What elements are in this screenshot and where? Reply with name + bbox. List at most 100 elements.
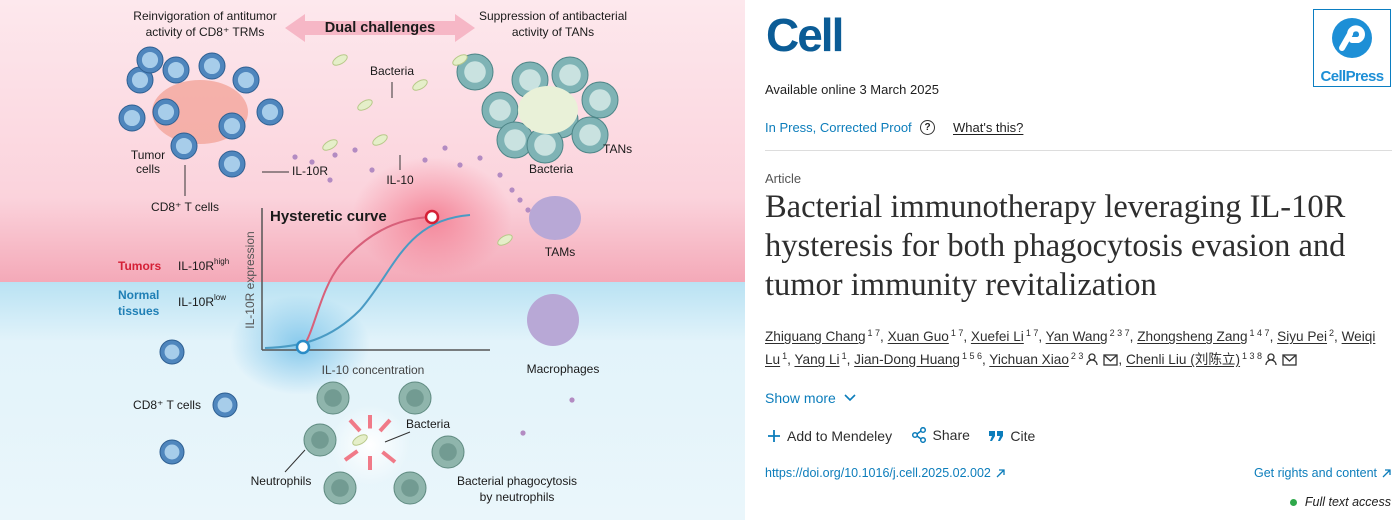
nucleus <box>579 124 601 146</box>
il10 <box>477 155 483 161</box>
il10 <box>422 157 428 163</box>
contact-icons[interactable] <box>1086 353 1119 366</box>
il10 <box>517 197 523 203</box>
publisher-logo[interactable]: CellPress <box>1313 9 1391 87</box>
il10 <box>309 159 315 165</box>
il10 <box>509 187 515 193</box>
nucleus <box>401 479 419 497</box>
affiliations: 2 3 7 <box>1109 328 1130 338</box>
nucleus <box>164 444 180 460</box>
divider <box>765 150 1392 151</box>
separator: , <box>963 329 968 344</box>
doi-link[interactable]: https://doi.org/10.1016/j.cell.2025.02.0… <box>765 466 1005 480</box>
author-name[interactable]: Xuefei Li <box>970 329 1024 344</box>
author-name[interactable]: Weiqi Lu <box>765 329 1376 367</box>
label: TANs <box>603 142 632 156</box>
marker-label: IL-10Rhigh <box>178 257 229 273</box>
label: CD8⁺ T cells <box>133 398 201 412</box>
author-name[interactable]: Zhiguang Chang <box>765 329 866 344</box>
dual-label: Dual challenges <box>325 20 435 36</box>
author: Yan Wang 2 3 7, <box>1045 328 1134 345</box>
macrophage <box>529 196 581 240</box>
contact-icons[interactable] <box>1265 353 1297 366</box>
author-name[interactable]: Yichuan Xiao <box>989 352 1069 367</box>
nucleus <box>559 64 581 86</box>
author-list: Zhiguang Chang 1 7, Xuan Guo 1 7, Xuefei L… <box>765 325 1395 371</box>
author-name[interactable]: Zhongsheng Zang <box>1137 329 1248 344</box>
separator: , <box>880 329 884 344</box>
affiliations: 2 <box>1329 328 1335 338</box>
affiliations: 1 4 7 <box>1249 328 1270 338</box>
nucleus <box>331 479 349 497</box>
curve <box>302 216 433 348</box>
separator: , <box>981 352 986 367</box>
action-label: Add to Mendeley <box>787 428 893 444</box>
label: cells <box>136 162 160 176</box>
il10 <box>520 430 526 436</box>
label: Macrophages <box>527 362 600 376</box>
status-link[interactable]: In Press, Corrected Proof <box>765 120 912 135</box>
help-icon[interactable]: ? <box>920 120 935 135</box>
author-name[interactable]: Jian-Dong Huang <box>854 352 960 367</box>
publisher-name: CellPress <box>1320 68 1385 85</box>
availability: Available online 3 March 2025 <box>765 82 939 97</box>
glow <box>330 405 410 485</box>
author-name[interactable]: Yang Li <box>794 352 840 367</box>
nucleus <box>223 117 241 135</box>
author-name[interactable]: Yan Wang <box>1045 329 1108 344</box>
author-name[interactable]: Xuan Guo <box>887 329 949 344</box>
double-arrow <box>285 14 475 42</box>
arrow <box>381 450 397 464</box>
access-status: Full text access <box>1289 495 1391 509</box>
pointer <box>384 431 411 443</box>
nucleus <box>589 89 611 111</box>
label: activity of CD8⁺ TRMs <box>146 25 265 39</box>
author: Siyu Pei 2, <box>1277 328 1338 345</box>
nucleus <box>534 134 556 156</box>
affiliations: 1 7 <box>1025 328 1039 338</box>
label: Tumor <box>131 148 165 162</box>
nucleus <box>175 137 193 155</box>
separator: , <box>1334 329 1338 344</box>
curve-title: Hysteretic curve <box>270 208 387 225</box>
cite-action[interactable]: Cite <box>988 428 1035 444</box>
separator: , <box>846 352 851 367</box>
nucleus <box>217 397 233 413</box>
mendeley-action[interactable]: Add to Mendeley <box>767 428 892 444</box>
show-more[interactable]: Show more <box>765 390 856 406</box>
label: Bacterial phagocytosis <box>457 474 577 488</box>
author: Chenli Liu (刘陈立) 1 3 8 <box>1126 352 1297 367</box>
whats-this-link[interactable]: What's this? <box>953 120 1024 135</box>
bacterium <box>322 139 338 151</box>
journal-logo[interactable]: Cell <box>766 9 844 61</box>
author-name[interactable]: Siyu Pei <box>1277 329 1328 344</box>
separator: , <box>1118 352 1123 367</box>
nucleus <box>167 61 185 79</box>
il10 <box>369 167 375 173</box>
cite-icon <box>989 431 1004 441</box>
zone-label: tissues <box>118 304 160 318</box>
marker-sup: low <box>214 293 226 302</box>
bacterium <box>412 79 428 91</box>
label: by neutrophils <box>480 490 555 504</box>
marker-sup: high <box>214 257 229 266</box>
nucleus <box>164 344 180 360</box>
label: Neutrophils <box>251 474 312 488</box>
il10 <box>352 147 358 153</box>
il10 <box>457 162 463 168</box>
nucleus <box>464 61 486 83</box>
il10 <box>327 177 333 183</box>
nucleus <box>223 155 241 173</box>
nucleus <box>237 71 255 89</box>
nucleus <box>141 51 159 69</box>
share-action[interactable]: Share <box>911 427 970 443</box>
affiliations: 2 3 <box>1070 351 1084 361</box>
show-more-label: Show more <box>765 390 836 406</box>
author-name[interactable]: Chenli Liu (刘陈立) <box>1125 352 1241 367</box>
bacterium <box>352 434 368 446</box>
graphical-abstract: Dual challenges Reinvigoration of antitu… <box>0 0 745 520</box>
author: Xuan Guo 1 7, <box>887 329 968 345</box>
marker-base: IL-10R <box>178 295 214 309</box>
rights-link[interactable]: Get rights and content <box>1254 466 1391 480</box>
